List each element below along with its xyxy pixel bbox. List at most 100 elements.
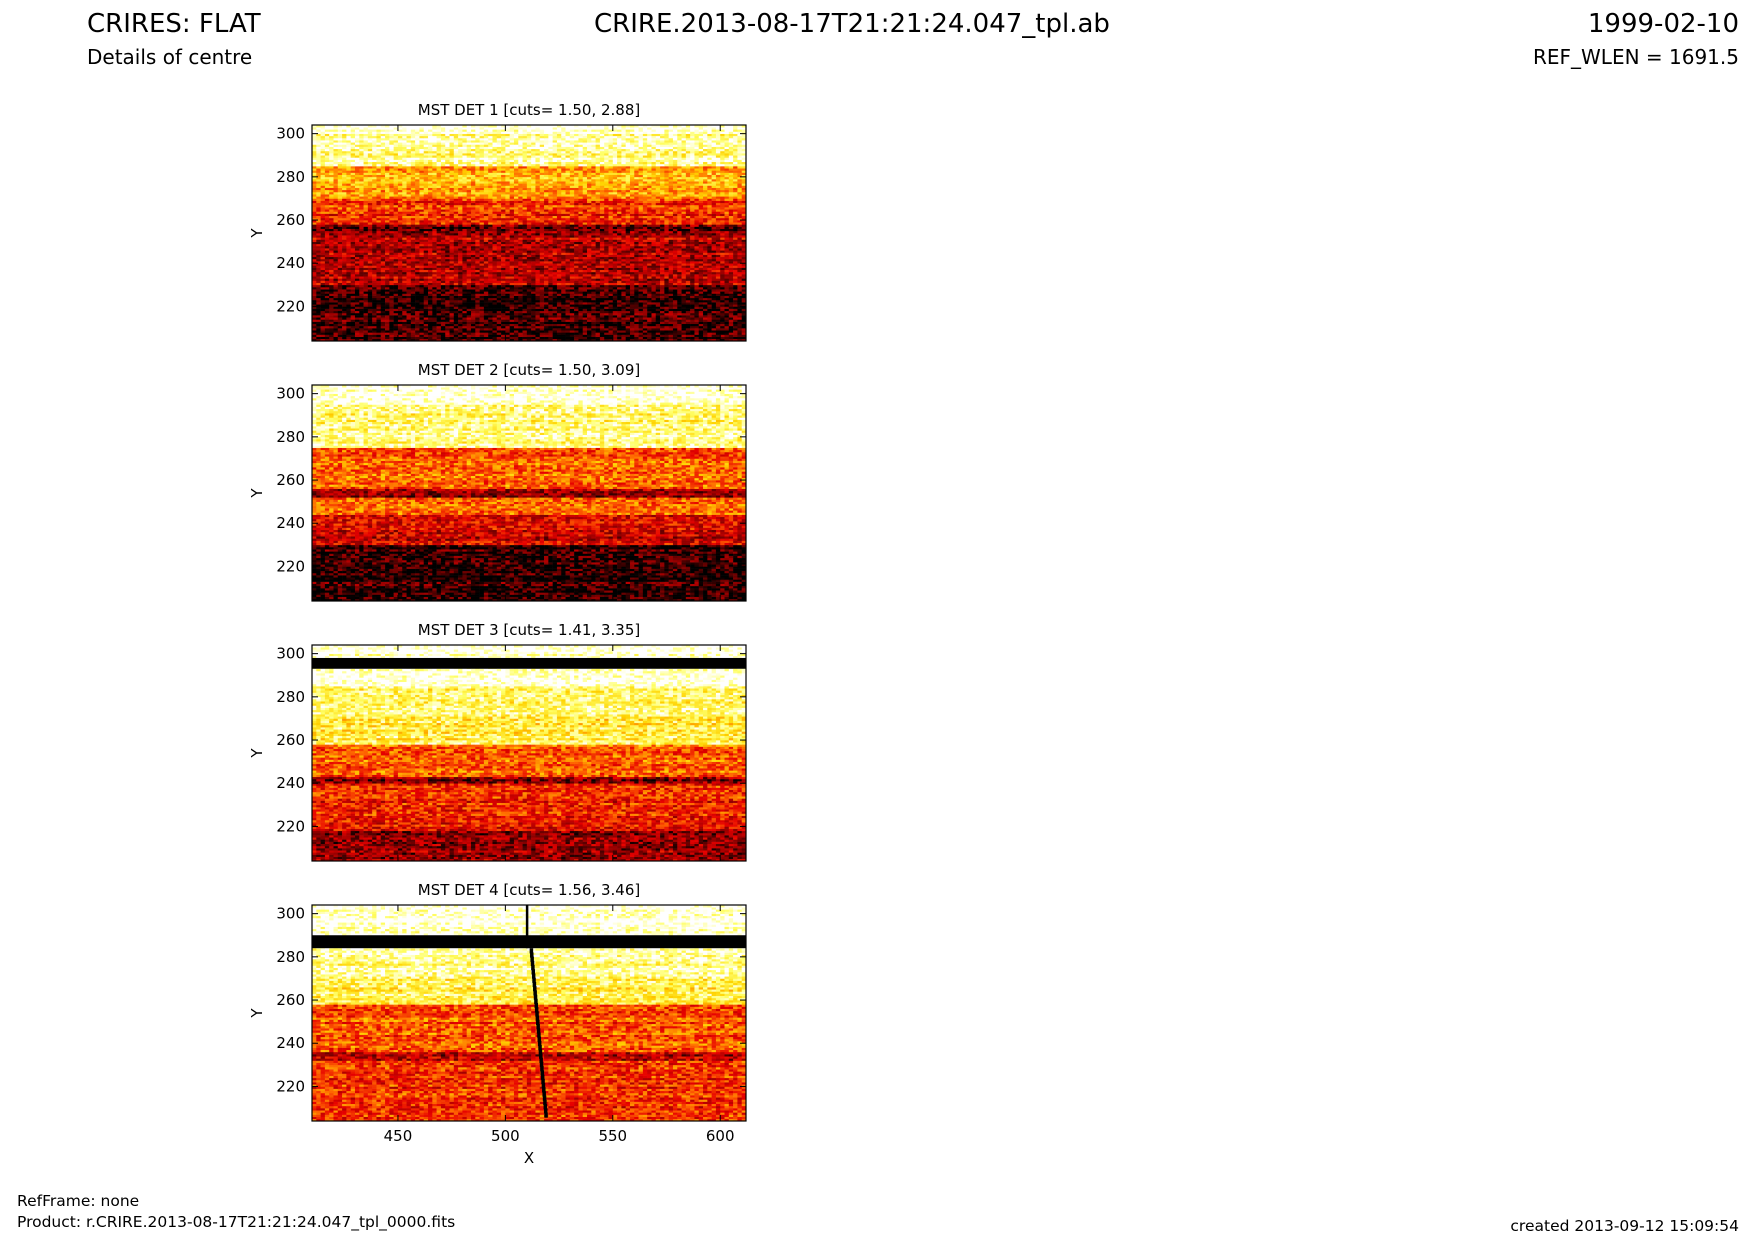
heatmap-pixel (664, 241, 669, 245)
heatmap-pixel (470, 308, 476, 312)
heatmap-pixel (737, 334, 743, 337)
heatmap-pixel (449, 241, 455, 245)
heatmap-pixel (711, 289, 717, 292)
heatmap-pixel (393, 287, 399, 290)
heatmap-pixel (526, 328, 532, 331)
heatmap-pixel (660, 295, 665, 299)
heatmap-pixel (505, 293, 510, 296)
heatmap-pixel (737, 256, 743, 260)
heatmap-pixel (363, 319, 369, 322)
heatmap-pixel (363, 323, 369, 327)
heatmap-pixel (711, 254, 717, 258)
heatmap-pixel (539, 274, 545, 277)
heatmap-pixel (462, 312, 467, 316)
heatmap-pixel (423, 297, 429, 301)
heatmap-pixel (492, 308, 498, 312)
heatmap-pixel (346, 243, 351, 247)
heatmap-pixel (393, 325, 399, 329)
heatmap-pixel (483, 302, 489, 305)
heatmap-pixel (565, 328, 571, 331)
heatmap-pixel (518, 280, 523, 283)
heatmap-pixel (445, 338, 450, 341)
heatmap-pixel (324, 245, 330, 249)
heatmap-pixel (690, 325, 695, 329)
heatmap-pixel (694, 325, 700, 329)
heatmap-pixel (617, 267, 622, 271)
heatmap-pixel (535, 302, 541, 305)
heatmap-pixel (406, 315, 412, 318)
heatmap-pixel (501, 306, 506, 309)
heatmap-pixel (741, 237, 746, 240)
heatmap-pixel (548, 280, 553, 283)
heatmap-pixel (724, 315, 730, 318)
heatmap-pixel (432, 274, 437, 277)
heatmap-pixel (406, 291, 412, 294)
heatmap-pixel (668, 302, 674, 305)
heatmap-pixel (432, 254, 437, 258)
heatmap-pixel (642, 321, 648, 325)
heatmap-pixel (660, 310, 665, 314)
heatmap-pixel (501, 258, 506, 262)
heatmap-pixel (376, 241, 382, 245)
heatmap-pixel (492, 289, 498, 292)
heatmap-pixel (582, 312, 588, 316)
heatmap-pixel (440, 245, 446, 249)
heatmap-pixel (668, 304, 674, 307)
heatmap-pixel (625, 310, 631, 314)
heatmap-pixel (587, 317, 592, 320)
heatmap-pixel (449, 243, 455, 247)
heatmap-pixel (647, 330, 652, 333)
heatmap-pixel (582, 261, 588, 264)
heatmap-pixel (677, 310, 682, 314)
heatmap-pixel (703, 287, 708, 290)
heatmap-pixel (574, 310, 579, 314)
heatmap-pixel (548, 330, 553, 333)
heatmap-pixel (445, 284, 450, 288)
heatmap-pixel (715, 245, 721, 249)
heatmap-pixel (677, 252, 682, 255)
heatmap-pixel (324, 328, 330, 331)
heatmap-pixel (629, 295, 635, 299)
heatmap-pixel (587, 308, 592, 312)
heatmap-pixel (393, 280, 399, 283)
heatmap-pixel (595, 319, 601, 322)
heatmap-pixel (565, 256, 571, 260)
heatmap-pixel (711, 297, 717, 301)
heatmap-pixel (316, 321, 321, 325)
heatmap-pixel (634, 258, 639, 262)
heatmap-pixel (531, 319, 536, 322)
heatmap-pixel (406, 338, 412, 341)
heatmap-pixel (316, 254, 321, 258)
heatmap-pixel (466, 233, 472, 236)
heatmap-pixel (406, 297, 412, 301)
heatmap-pixel (342, 310, 347, 314)
heatmap-pixel (496, 237, 502, 240)
heatmap-pixel (346, 304, 351, 307)
heatmap-pixel (535, 328, 541, 331)
heatmap-pixel (707, 308, 712, 312)
heatmap-pixel (419, 293, 425, 296)
heatmap-pixel (372, 310, 377, 314)
heatmap-pixel (385, 258, 390, 262)
heatmap-pixel (552, 317, 558, 320)
heatmap-pixel (698, 336, 704, 340)
heatmap-pixel (329, 274, 334, 277)
heatmap-pixel (544, 312, 549, 316)
heatmap-pixel (737, 243, 743, 247)
heatmap-pixel (672, 289, 678, 292)
heatmap-pixel (711, 252, 717, 255)
heatmap-pixel (470, 287, 476, 290)
heatmap-pixel (350, 241, 356, 245)
heatmap-pixel (393, 310, 399, 314)
heatmap-pixel (376, 269, 382, 273)
heatmap-pixel (359, 235, 364, 238)
heatmap-pixel (372, 293, 377, 296)
heatmap-pixel (642, 258, 648, 262)
heatmap-pixel (612, 302, 618, 305)
heatmap-pixel (599, 304, 605, 307)
heatmap-pixel (664, 243, 669, 247)
heatmap-pixel (621, 328, 626, 331)
heatmap-pixel (466, 317, 472, 320)
heatmap-pixel (372, 252, 377, 255)
heatmap-pixel (406, 235, 412, 238)
